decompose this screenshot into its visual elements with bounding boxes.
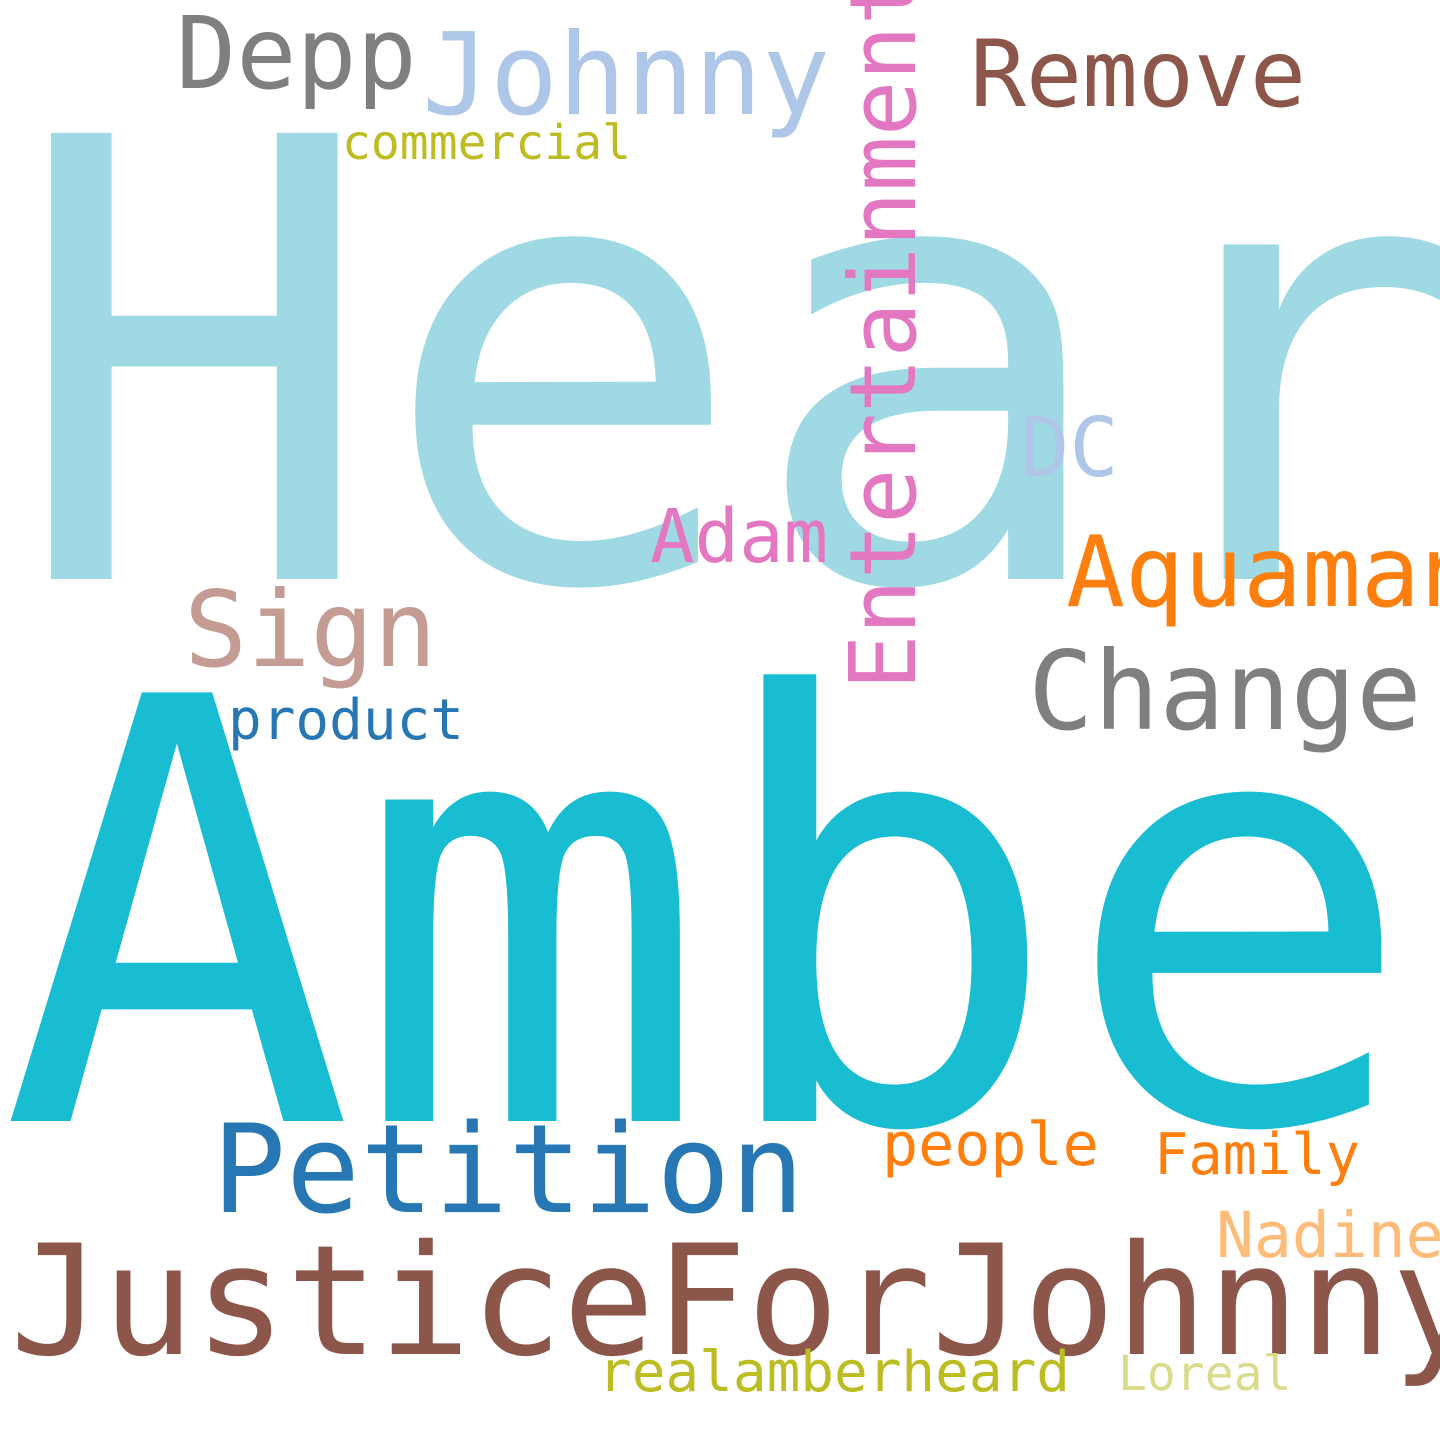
word-depp: Depp bbox=[176, 0, 417, 112]
word-nadine: Nadine bbox=[1216, 1199, 1440, 1272]
word-loreal: Loreal bbox=[1118, 1346, 1292, 1402]
word-people: people bbox=[882, 1110, 1099, 1180]
word-heard: Heard bbox=[10, 12, 1440, 724]
word-petition: Petition bbox=[212, 1099, 805, 1242]
word-remove: Remove bbox=[970, 20, 1306, 128]
word-family: Family bbox=[1154, 1122, 1360, 1188]
word-amber: Amber bbox=[0, 575, 1440, 1260]
word-johnny: Johnny bbox=[422, 9, 831, 141]
word-commercial: commercial bbox=[342, 115, 631, 171]
word-dc: DC bbox=[1020, 401, 1119, 496]
word-change: Change bbox=[1028, 628, 1422, 755]
word-sign: Sign bbox=[184, 569, 437, 691]
word-product: product bbox=[228, 688, 465, 753]
word-realamberheard: realamberheard bbox=[598, 1340, 1071, 1405]
word-justicefor-johnnydepp: JusticeForJohnnyDepp bbox=[10, 1213, 1440, 1391]
word-entertainment: Entertainment bbox=[830, 0, 937, 690]
word-aquaman: Aquaman bbox=[1066, 516, 1440, 630]
word-adam: Adam bbox=[650, 494, 829, 580]
